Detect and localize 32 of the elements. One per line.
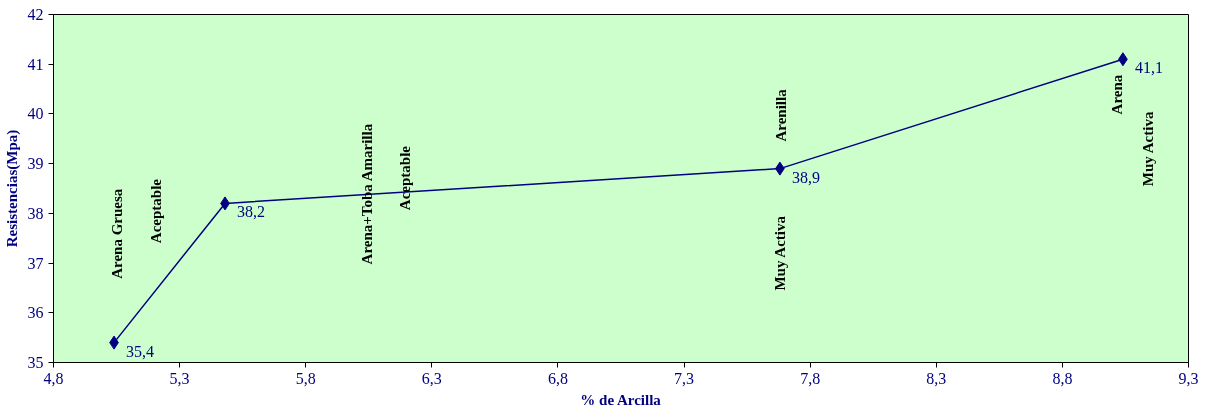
data-label: 38,2 xyxy=(237,203,266,221)
y-tick-label: 40 xyxy=(27,105,44,123)
x-tick-label: 7,8 xyxy=(800,369,821,387)
annotation: Arena xyxy=(1108,74,1125,115)
x-tick-label: 8,8 xyxy=(1052,369,1073,387)
x-tick-label: 6,3 xyxy=(421,369,442,387)
y-tick-label: 37 xyxy=(27,254,44,272)
x-tick-label: 4,8 xyxy=(43,369,64,387)
data-label: 38,9 xyxy=(791,168,820,186)
x-tick-label: 8,3 xyxy=(926,369,947,387)
annotation: Arena+Toba Amarilla xyxy=(358,123,375,265)
y-tick-label: 42 xyxy=(27,6,44,23)
annotation: Aceptable xyxy=(397,145,414,211)
y-axis-title: Resistencias(Mpa) xyxy=(3,129,21,248)
data-label: 41,1 xyxy=(1134,59,1163,77)
annotation: Aceptable xyxy=(147,178,164,244)
y-tick-label: 38 xyxy=(27,204,44,222)
x-tick-label: 6,8 xyxy=(547,369,568,387)
y-tick-label: 35 xyxy=(27,354,44,371)
x-axis-title: % de Arcilla xyxy=(580,391,662,408)
annotation: Muy Activa xyxy=(771,215,788,291)
y-tick-label: 41 xyxy=(27,55,44,73)
y-tick-label: 39 xyxy=(27,155,44,173)
annotation: Arenilla xyxy=(773,88,790,142)
annotation: Muy Activa xyxy=(1139,111,1156,187)
x-tick-label: 7,3 xyxy=(674,369,695,387)
data-label: 35,4 xyxy=(126,342,155,360)
x-tick-label: 9,3 xyxy=(1178,369,1199,387)
annotation: Arena Gruesa xyxy=(109,188,126,279)
x-tick-label: 5,8 xyxy=(295,369,316,387)
x-tick-label: 5,3 xyxy=(169,369,190,387)
y-tick-label: 36 xyxy=(27,304,44,322)
